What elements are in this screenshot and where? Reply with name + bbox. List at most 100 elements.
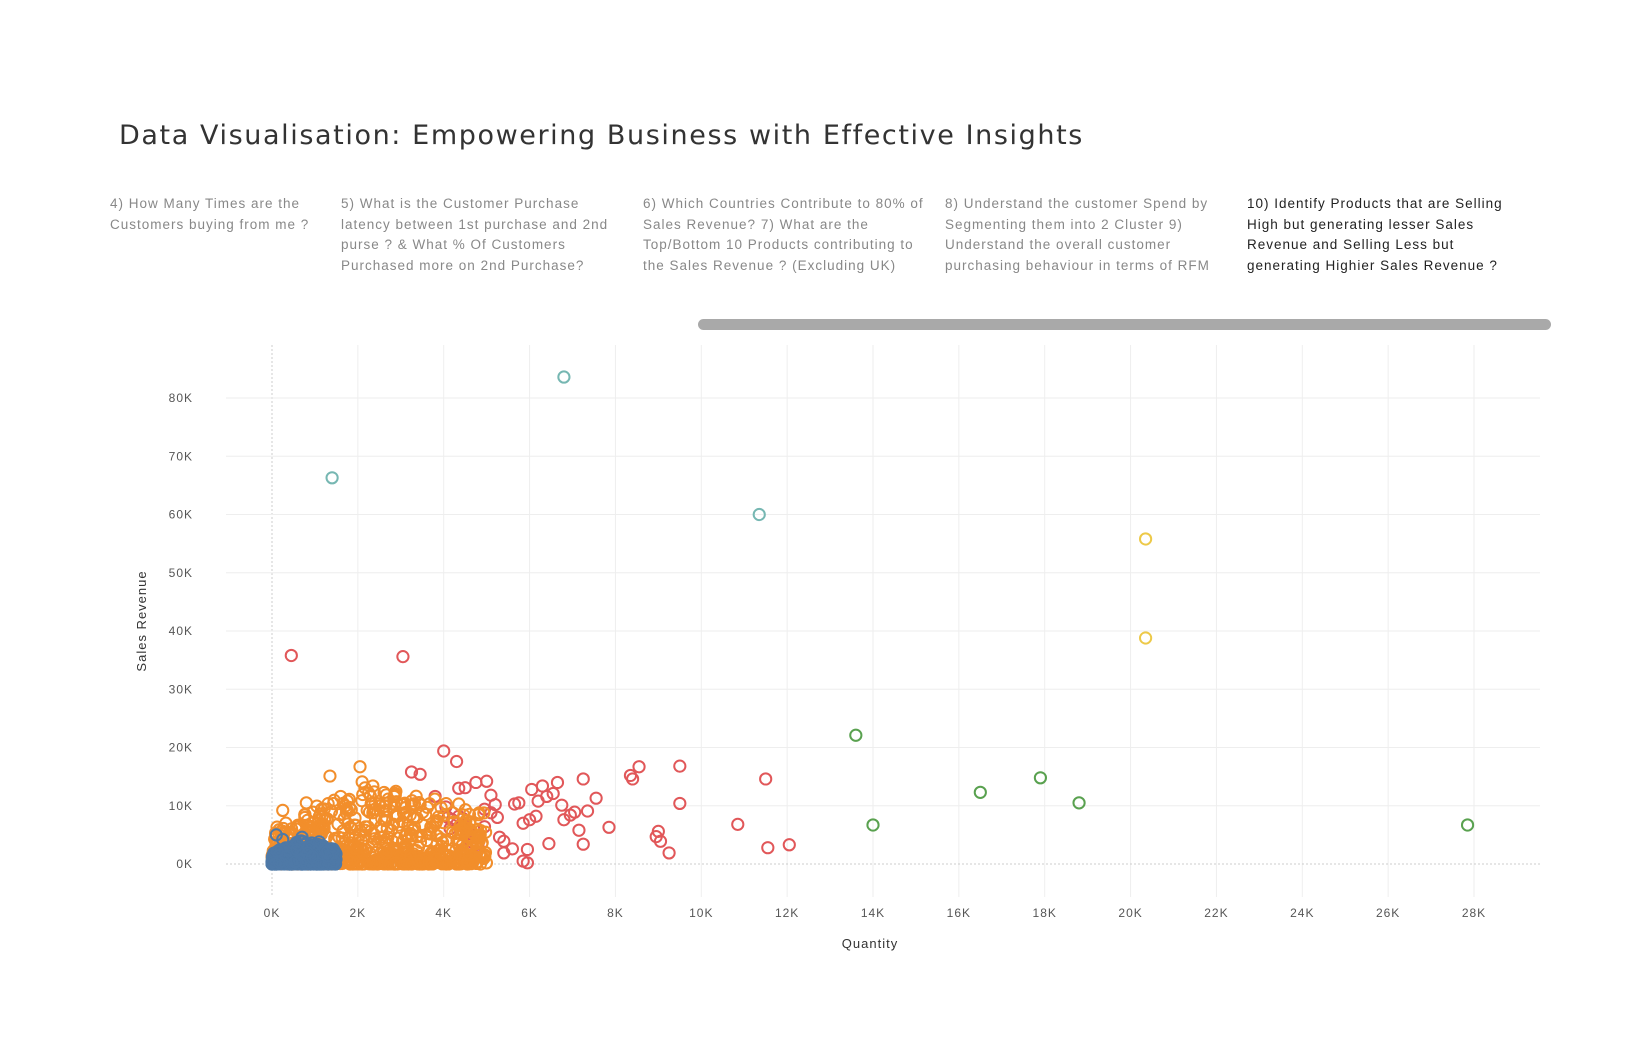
story-point-8-9[interactable]: 8) Understand the customer Spend by Segm… xyxy=(945,196,1210,273)
data-point[interactable] xyxy=(673,759,687,773)
data-point[interactable] xyxy=(653,834,668,848)
data-point[interactable] xyxy=(452,781,466,795)
data-point[interactable] xyxy=(516,816,530,830)
data-point[interactable] xyxy=(1033,771,1048,785)
data-point[interactable] xyxy=(540,789,554,804)
story-point-5[interactable]: 5) What is the Customer Purchase latency… xyxy=(341,196,609,273)
data-point[interactable] xyxy=(866,818,880,832)
data-point[interactable] xyxy=(361,820,375,834)
data-point[interactable] xyxy=(477,848,492,862)
data-point[interactable] xyxy=(557,370,571,384)
data-point[interactable] xyxy=(324,804,339,819)
data-point[interactable] xyxy=(446,806,460,820)
data-point[interactable] xyxy=(276,803,290,818)
data-point[interactable] xyxy=(284,648,298,663)
data-point[interactable] xyxy=(512,796,526,810)
data-point[interactable] xyxy=(522,813,537,827)
data-point[interactable] xyxy=(327,796,341,811)
data-point[interactable] xyxy=(782,838,796,852)
data-point[interactable] xyxy=(520,842,535,857)
data-point[interactable] xyxy=(973,785,987,799)
data-point[interactable] xyxy=(469,775,483,790)
data-point[interactable] xyxy=(268,857,282,871)
data-point[interactable] xyxy=(463,816,477,830)
data-point[interactable] xyxy=(492,830,507,844)
data-point[interactable] xyxy=(465,856,480,870)
data-point[interactable] xyxy=(353,760,367,774)
data-point[interactable] xyxy=(288,855,302,869)
data-point[interactable] xyxy=(731,817,745,831)
data-point[interactable] xyxy=(342,792,356,806)
data-point[interactable] xyxy=(413,767,427,781)
data-point[interactable] xyxy=(435,857,449,871)
data-point[interactable] xyxy=(449,754,464,769)
data-point[interactable] xyxy=(323,769,337,783)
data-point[interactable] xyxy=(425,857,439,871)
data-point[interactable] xyxy=(337,836,351,850)
data-point[interactable] xyxy=(399,828,413,842)
data-point[interactable] xyxy=(360,843,374,857)
data-point[interactable] xyxy=(589,791,603,805)
data-point[interactable] xyxy=(388,856,403,870)
data-point[interactable] xyxy=(479,856,494,870)
data-point[interactable] xyxy=(442,849,456,863)
data-point[interactable] xyxy=(576,772,590,786)
data-point[interactable] xyxy=(423,827,437,841)
data-point[interactable] xyxy=(490,810,504,825)
data-point[interactable] xyxy=(392,818,406,832)
data-point[interactable] xyxy=(546,786,560,801)
data-point[interactable] xyxy=(361,786,376,800)
data-point[interactable] xyxy=(529,809,543,823)
data-point[interactable] xyxy=(445,825,459,840)
data-point[interactable] xyxy=(458,781,472,795)
data-point[interactable] xyxy=(626,772,640,786)
data-point[interactable] xyxy=(568,805,582,819)
data-point[interactable] xyxy=(453,822,467,836)
data-point[interactable] xyxy=(407,820,422,834)
data-point[interactable] xyxy=(295,830,309,844)
data-point[interactable] xyxy=(343,855,357,869)
data-point[interactable] xyxy=(411,854,425,868)
data-point[interactable] xyxy=(404,765,419,779)
story-point-4[interactable]: 4) How Many Times are the Customers buyi… xyxy=(110,196,310,232)
data-point[interactable] xyxy=(752,507,766,522)
data-point[interactable] xyxy=(405,857,419,871)
data-point[interactable] xyxy=(413,797,427,812)
data-point[interactable] xyxy=(299,796,313,810)
data-point[interactable] xyxy=(1460,818,1475,832)
data-point[interactable] xyxy=(602,820,616,834)
data-point[interactable] xyxy=(315,822,329,836)
data-point[interactable] xyxy=(462,848,477,862)
data-point[interactable] xyxy=(379,788,393,802)
data-point[interactable] xyxy=(366,806,380,820)
story-point-6-7[interactable]: 6) Which Countries Contribute to 80% of … xyxy=(643,196,924,273)
data-point[interactable] xyxy=(270,844,284,859)
data-point[interactable] xyxy=(367,832,381,846)
data-point[interactable] xyxy=(390,809,404,824)
data-point[interactable] xyxy=(382,843,396,857)
data-point[interactable] xyxy=(431,810,446,824)
data-point[interactable] xyxy=(307,857,322,871)
data-point[interactable] xyxy=(572,823,586,837)
data-point[interactable] xyxy=(415,817,429,832)
data-point[interactable] xyxy=(437,808,451,822)
data-point[interactable] xyxy=(386,817,401,831)
data-point[interactable] xyxy=(396,650,410,664)
data-point[interactable] xyxy=(580,804,595,818)
data-point[interactable] xyxy=(1138,631,1153,645)
data-point[interactable] xyxy=(662,846,676,860)
data-point[interactable] xyxy=(576,837,590,851)
data-point[interactable] xyxy=(379,846,393,860)
data-point[interactable] xyxy=(420,833,434,848)
data-point[interactable] xyxy=(325,471,339,485)
data-point[interactable] xyxy=(473,828,487,842)
data-point[interactable] xyxy=(472,808,486,822)
data-point[interactable] xyxy=(317,802,331,816)
data-point[interactable] xyxy=(379,836,393,851)
data-point[interactable] xyxy=(632,760,646,774)
data-point[interactable] xyxy=(321,844,335,858)
data-point[interactable] xyxy=(550,775,565,790)
data-point[interactable] xyxy=(520,856,535,870)
data-point[interactable] xyxy=(341,817,355,831)
data-point[interactable] xyxy=(405,829,419,843)
